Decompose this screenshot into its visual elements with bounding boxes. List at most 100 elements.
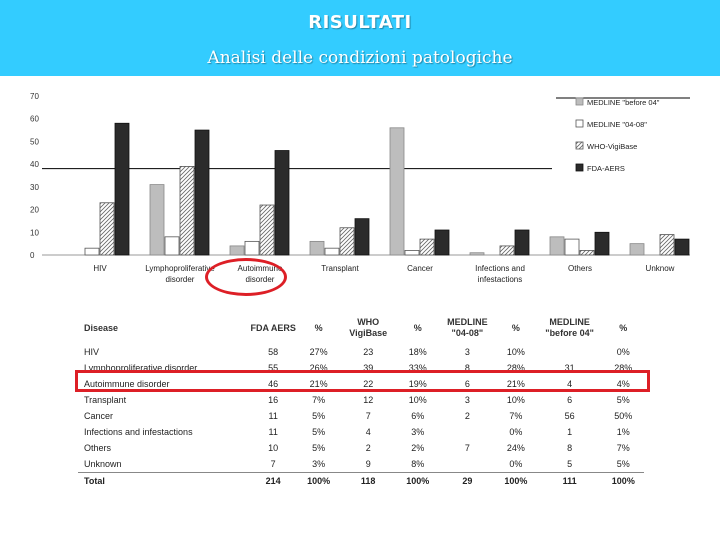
value-cell: 111 xyxy=(536,472,603,489)
value-cell: 23 xyxy=(363,347,374,357)
x-tick-label: disorder xyxy=(166,275,195,284)
value-cell: 8 xyxy=(567,443,573,453)
bar xyxy=(419,238,435,256)
bar xyxy=(229,245,245,256)
value-cell: 39 xyxy=(363,363,374,373)
column-header: FDA AERS xyxy=(250,322,296,333)
bar xyxy=(164,236,180,256)
bar xyxy=(514,229,530,256)
value-cell: 3 xyxy=(464,395,470,405)
y-tick-label: 50 xyxy=(30,137,39,146)
disease-cell: Infections and infestactions xyxy=(84,427,193,437)
legend-label: WHO-VigiBase xyxy=(587,142,637,151)
value-cell: 5 xyxy=(567,459,573,469)
value-cell: 2 xyxy=(365,443,371,453)
value-cell: 46 xyxy=(268,379,279,389)
bar xyxy=(674,238,690,256)
value-cell: 21% xyxy=(309,379,328,389)
legend-swatch xyxy=(575,163,584,172)
value-cell: 118 xyxy=(340,472,397,489)
table-row: Lymphoproliferative disorder 55 26% 39 33% 8 2… xyxy=(78,360,644,376)
autoimmune-highlight-row xyxy=(75,370,650,392)
disease-cell: Cancer xyxy=(84,411,114,421)
value-cell: 8% xyxy=(411,459,425,469)
value-cell: 7 xyxy=(270,459,276,469)
value-cell: 26% xyxy=(309,363,328,373)
value-cell: 16 xyxy=(268,395,279,405)
y-tick-label: 40 xyxy=(30,160,39,169)
x-tick-label: infestactions xyxy=(478,275,522,284)
value-cell: 31 xyxy=(564,363,575,373)
value-cell: 19% xyxy=(408,379,427,389)
value-cell xyxy=(537,344,603,360)
value-cell: 6 xyxy=(464,379,470,389)
bar xyxy=(339,227,355,256)
value-cell: 7% xyxy=(312,395,326,405)
results-table: Disease FDA AERS% WHO VigiBase% MEDLINE "04… xyxy=(78,312,644,489)
value-cell: 0% xyxy=(509,459,523,469)
value-cell: 7 xyxy=(464,443,470,453)
page-title: RISULTATI xyxy=(308,12,412,33)
value-cell: 7 xyxy=(365,411,371,421)
bar xyxy=(244,240,260,256)
disease-cell: Lymphoproliferative disorder xyxy=(84,363,198,373)
table-total-row: Total 214 100% 118 100% 29 100% 111 100% xyxy=(78,472,644,489)
value-cell: 100% xyxy=(495,472,537,489)
y-tick-label: 70 xyxy=(30,92,39,101)
disease-cell: Autoimmune disorder xyxy=(84,379,170,389)
x-tick-label: Unknow xyxy=(646,264,675,273)
legend-swatch xyxy=(575,119,584,128)
y-tick-label: 20 xyxy=(30,206,39,215)
value-cell: 5% xyxy=(616,395,630,405)
table-row: Others 10 5% 2 2% 7 24% 8 7% xyxy=(78,440,644,456)
y-tick-label: 10 xyxy=(30,228,39,237)
disease-cell: Transplant xyxy=(84,395,127,405)
table-row: Unknown 7 3% 9 8% 0% 5 5% xyxy=(78,456,644,473)
column-header: MEDLINE "04-08" xyxy=(447,317,488,338)
table-row: Infections and infestactions 11 5% 4 3% 0% 1 1% xyxy=(78,424,644,440)
column-header: Disease xyxy=(84,322,119,333)
value-cell: 28% xyxy=(614,363,633,373)
legend-label: MEDLINE "04-08" xyxy=(587,120,647,129)
bar xyxy=(274,150,290,256)
bar xyxy=(389,127,405,256)
bar xyxy=(179,166,195,256)
value-cell: 2 xyxy=(464,411,470,421)
value-cell: 6% xyxy=(411,411,425,421)
table-row: Autoimmune disorder 46 21% 22 19% 6 21% 4 4% xyxy=(78,376,644,392)
bar xyxy=(659,234,675,256)
column-header: MEDLINE "before 04" xyxy=(545,317,594,338)
bar xyxy=(469,252,485,256)
value-cell: 27% xyxy=(309,347,328,357)
column-header: % xyxy=(314,322,323,333)
value-cell: 22 xyxy=(363,379,374,389)
value-cell: 1 xyxy=(567,427,573,437)
value-cell: 10% xyxy=(506,395,525,405)
y-tick-label: 60 xyxy=(30,115,39,124)
autoimmune-highlight-ellipse xyxy=(205,258,287,296)
value-cell: 55 xyxy=(268,363,279,373)
disease-cell: HIV xyxy=(84,347,100,357)
value-cell: 5% xyxy=(616,459,630,469)
value-cell: 10 xyxy=(268,443,279,453)
column-header: % xyxy=(619,322,628,333)
value-cell: 2% xyxy=(411,443,425,453)
x-tick-label: HIV xyxy=(93,264,107,273)
bar xyxy=(354,218,370,256)
value-cell: 11 xyxy=(268,411,278,421)
value-cell: 8 xyxy=(464,363,470,373)
bar xyxy=(564,238,580,256)
value-cell: 18% xyxy=(408,347,427,357)
legend-swatch xyxy=(575,97,584,106)
bar-chart: 70 60 50 40 30 20 10 0 HIV Lymphoproliferative dis… xyxy=(30,92,690,284)
value-cell: 29 xyxy=(439,472,496,489)
value-cell: 6 xyxy=(567,395,573,405)
value-cell: 12 xyxy=(363,395,374,405)
bar xyxy=(149,184,165,256)
value-cell xyxy=(439,456,495,473)
value-cell: 3 xyxy=(464,347,470,357)
table-header-row: Disease FDA AERS% WHO VigiBase% MEDLINE "04… xyxy=(78,312,644,344)
bar xyxy=(499,245,515,256)
value-cell: 0% xyxy=(509,427,523,437)
value-cell: 100% xyxy=(396,472,440,489)
